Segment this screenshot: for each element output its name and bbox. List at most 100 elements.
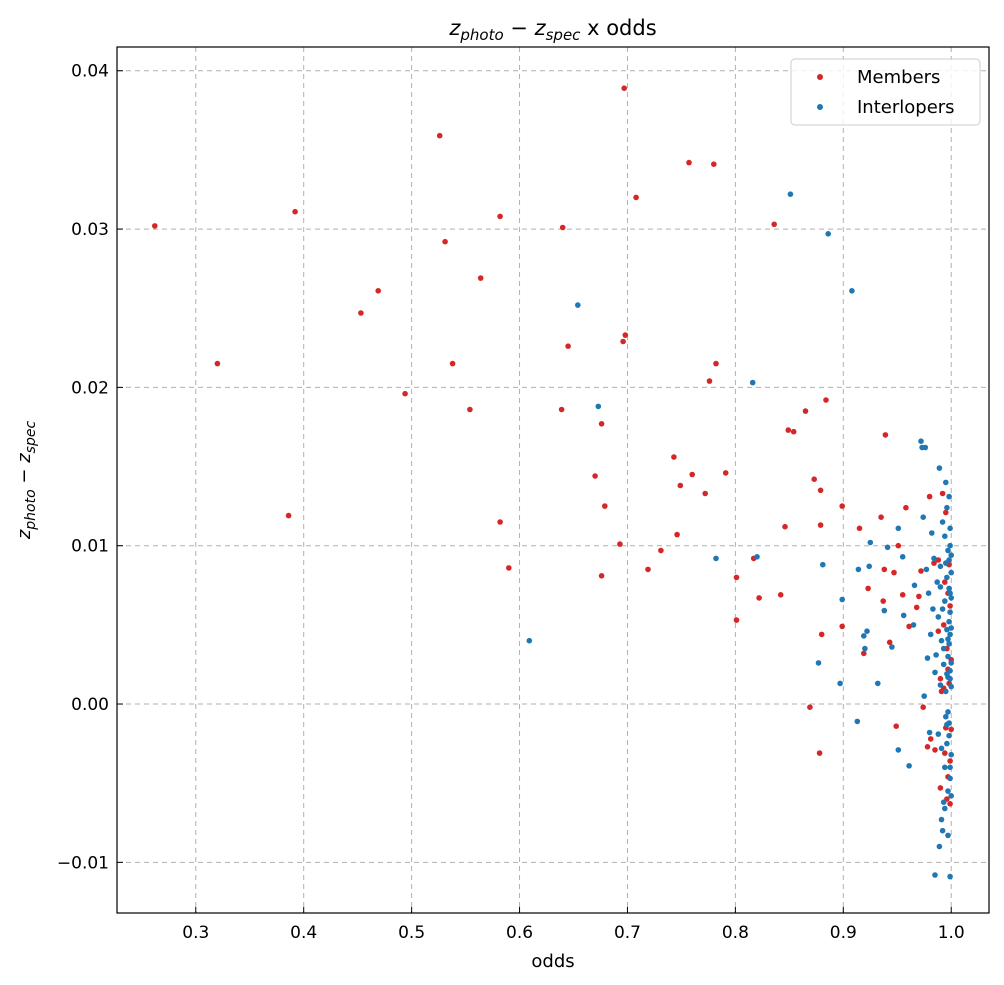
interloper-point: [932, 872, 938, 878]
member-point: [598, 421, 605, 427]
legend-marker-interlopers: [817, 104, 823, 110]
member-point: [816, 750, 823, 756]
y-tick-label: 0.03: [71, 220, 109, 240]
interloper-point: [939, 606, 946, 612]
legend-label-members: Members: [857, 67, 940, 88]
interloper-point: [923, 566, 930, 573]
grid: [117, 47, 989, 913]
member-point: [861, 650, 867, 657]
member-point: [702, 490, 708, 497]
interloper-point: [947, 609, 953, 615]
interloper-point: [910, 622, 917, 628]
member-point: [818, 631, 825, 638]
interloper-point: [922, 444, 929, 451]
member-point: [622, 332, 629, 338]
ylabel-minus: −: [14, 463, 35, 490]
interloper-point: [935, 614, 942, 620]
interloper-point: [940, 661, 947, 668]
member-point: [899, 592, 906, 598]
member-point: [920, 704, 926, 710]
interloper-point: [861, 633, 867, 639]
member-point: [671, 454, 677, 460]
y-tick-label: 0.01: [71, 537, 109, 557]
member-point: [658, 547, 664, 554]
interloper-point: [713, 555, 719, 562]
interloper-point: [921, 693, 927, 699]
interloper-point: [900, 612, 907, 619]
interloper-point: [945, 653, 951, 660]
data-points: [152, 85, 954, 880]
y-axis-ticks: −0.01 0.00 0.01 0.02 0.03 0.04: [57, 62, 123, 873]
interloper-point: [945, 832, 951, 839]
member-point: [674, 531, 680, 538]
interloper-point: [906, 763, 912, 769]
x-axis-label: odds: [531, 951, 574, 972]
x-axis-ticks: 0.3 0.4 0.5 0.6 0.7 0.8 0.9 1.0: [182, 907, 965, 943]
interloper-point: [931, 555, 937, 562]
member-point: [937, 675, 944, 682]
y-tick-label: 0.00: [71, 695, 109, 715]
member-point: [942, 750, 948, 756]
interloper-point: [920, 514, 926, 520]
interloper-point: [947, 542, 953, 549]
interloper-point: [932, 669, 938, 676]
interloper-point: [942, 533, 948, 539]
member-point: [839, 503, 845, 509]
interloper-point: [889, 644, 895, 650]
x-tick-label: 0.7: [614, 923, 641, 943]
member-point: [497, 519, 503, 525]
interloper-point: [947, 590, 953, 596]
member-point: [756, 595, 762, 601]
interloper-point: [946, 585, 952, 592]
member-point: [882, 432, 889, 438]
member-point: [865, 585, 871, 592]
interloper-point: [947, 873, 953, 880]
member-point: [802, 408, 809, 414]
interloper-point: [837, 680, 843, 687]
member-point: [880, 598, 886, 604]
interloper-point: [944, 740, 950, 747]
interloper-point: [895, 747, 902, 753]
interloper-point: [895, 525, 902, 532]
interloper-point: [881, 607, 888, 614]
interloper-point: [875, 680, 881, 687]
interloper-point: [815, 660, 822, 666]
interloper-point: [937, 563, 944, 570]
interloper-point: [948, 625, 954, 631]
member-point: [948, 726, 954, 733]
title-minus: −: [504, 16, 535, 40]
interloper-point: [933, 652, 939, 658]
interloper-point: [947, 764, 953, 771]
member-point: [689, 471, 695, 478]
interloper-point: [942, 805, 948, 812]
interloper-point: [936, 843, 943, 850]
interloper-point: [927, 631, 934, 638]
member-point: [558, 406, 565, 413]
member-point: [886, 639, 893, 646]
interloper-point: [945, 709, 951, 715]
interloper-point: [899, 554, 906, 560]
interloper-point: [939, 827, 946, 834]
interloper-point: [884, 544, 891, 551]
member-point: [285, 512, 292, 519]
interloper-point: [946, 641, 952, 647]
interloper-point: [945, 788, 951, 794]
member-point: [706, 378, 713, 384]
y-tick-label: −0.01: [57, 853, 109, 873]
member-point: [947, 801, 953, 807]
member-point: [771, 221, 777, 228]
x-tick-label: 1.0: [938, 923, 965, 943]
title-suffix: x odds: [580, 16, 656, 40]
member-point: [477, 275, 484, 281]
legend: Members Interlopers: [790, 58, 981, 126]
y-tick-label: 0.04: [71, 62, 109, 82]
interloper-point: [937, 584, 944, 590]
member-point: [711, 161, 717, 167]
interloper-point: [943, 713, 949, 720]
member-point: [878, 514, 884, 520]
member-point: [924, 744, 931, 750]
interloper-point: [862, 645, 868, 652]
interloper-point: [867, 539, 874, 546]
member-point: [785, 427, 792, 433]
